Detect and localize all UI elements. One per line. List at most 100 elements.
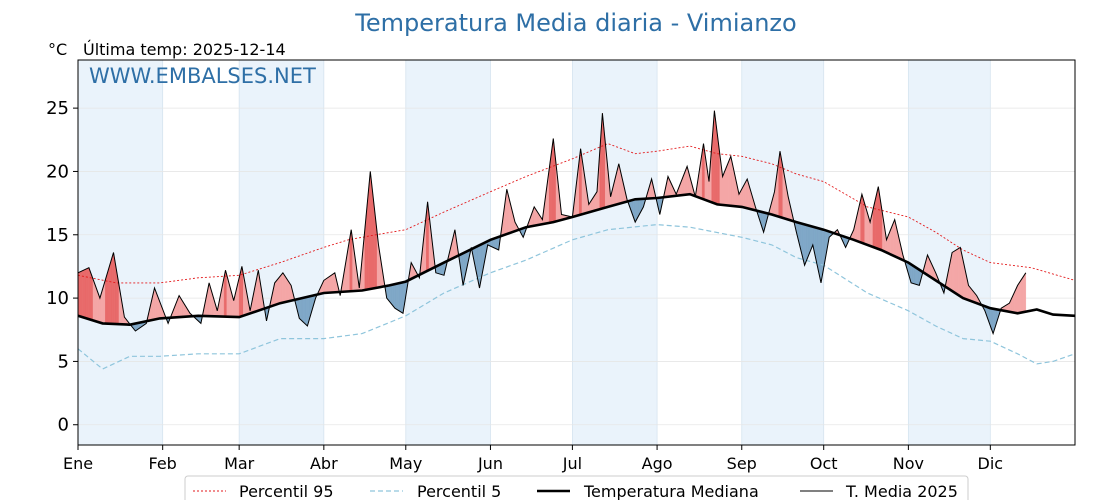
- fill-above-median: [727, 159, 730, 206]
- series-line-percentil-5: [77, 223, 1076, 370]
- fill-above-median: [277, 277, 279, 305]
- fill-above-median: [288, 280, 290, 302]
- fill-above-median: [111, 252, 114, 325]
- fill-above-median: [1024, 272, 1027, 313]
- fill-below-median: [393, 283, 396, 309]
- fill-below-median: [635, 199, 637, 223]
- y-tick-label: 15: [46, 225, 69, 246]
- fill-above-median: [595, 191, 598, 211]
- fill-below-median: [300, 297, 303, 322]
- fill-above-median: [725, 166, 727, 206]
- fill-above-median: [109, 261, 111, 325]
- fill-above-median: [95, 286, 98, 323]
- fill-above-median: [80, 270, 83, 318]
- fill-above-median: [113, 252, 116, 325]
- fill-above-median: [726, 162, 729, 206]
- fill-above-median: [745, 178, 748, 209]
- fill-above-median: [85, 268, 88, 320]
- month-band-sep: [741, 60, 824, 445]
- fill-below-median: [396, 283, 398, 311]
- fill-above-median: [1021, 276, 1024, 313]
- legend: Percentil 95 Percentil 5 Temperatura Med…: [184, 475, 969, 500]
- fill-above-median: [226, 275, 229, 317]
- month-band-jul: [572, 60, 658, 445]
- fill-above-median: [861, 194, 864, 244]
- fill-below-median: [299, 298, 301, 321]
- x-tick-label: Mar: [224, 454, 255, 473]
- fill-above-median: [551, 138, 554, 223]
- fill-above-median: [371, 183, 374, 289]
- fill-above-median: [154, 287, 157, 320]
- fill-below-median: [401, 282, 404, 314]
- fill-below-median: [387, 285, 390, 303]
- fill-above-median: [330, 274, 333, 293]
- fill-above-median: [325, 278, 327, 294]
- fill-above-median: [876, 186, 879, 250]
- fill-below-median: [394, 283, 397, 310]
- fill-above-median: [275, 278, 278, 305]
- fill-above-median: [105, 275, 107, 324]
- fill-above-median: [729, 156, 732, 207]
- x-tick-label: May: [389, 454, 422, 473]
- month-band-mar: [239, 60, 324, 445]
- fill-above-median: [723, 169, 726, 206]
- fill-below-median: [400, 282, 402, 313]
- legend-label-current: T. Media 2025: [845, 482, 958, 500]
- fill-below-median: [804, 224, 807, 266]
- fill-above-median: [370, 171, 372, 290]
- fill-above-median: [92, 279, 95, 322]
- fill-above-median: [240, 266, 243, 317]
- fill-above-median: [286, 278, 289, 302]
- fill-above-median: [714, 110, 717, 205]
- y-tick-label: 10: [46, 288, 69, 309]
- fill-above-median: [891, 222, 894, 256]
- fill-above-median: [279, 273, 282, 304]
- x-tick-label: Dic: [978, 454, 1004, 473]
- fill-above-median: [180, 297, 182, 318]
- fill-above-median: [103, 279, 106, 324]
- fill-above-median: [106, 270, 109, 324]
- fill-below-median: [912, 264, 915, 285]
- x-tick-label: Sep: [727, 454, 757, 473]
- fill-above-median: [955, 248, 958, 295]
- fill-below-median: [910, 264, 913, 284]
- fill-below-median: [917, 268, 920, 286]
- fill-above-median: [1022, 274, 1025, 313]
- fill-above-median: [84, 268, 87, 319]
- fill-above-median: [282, 272, 285, 303]
- fill-above-median: [1017, 282, 1020, 314]
- month-band-ene: [78, 60, 163, 445]
- legend-label-p5: Percentil 5: [417, 482, 501, 500]
- month-band-nov: [908, 60, 991, 445]
- fill-above-median: [285, 276, 288, 303]
- fill-below-median: [301, 297, 304, 323]
- fill-below-median: [808, 225, 811, 256]
- fill-above-median: [323, 279, 326, 294]
- fill-below-median: [391, 284, 394, 308]
- fill-above-median: [79, 271, 81, 317]
- fill-above-median: [953, 250, 956, 294]
- chart-title: Temperatura Media diaria - Vimianzo: [354, 9, 796, 37]
- fill-above-median: [779, 151, 782, 218]
- fill-below-median: [915, 266, 917, 285]
- x-tick-label: Oct: [810, 454, 838, 473]
- x-tick-label: Ene: [63, 454, 93, 473]
- fill-above-median: [284, 274, 286, 303]
- series-lines: [77, 110, 1076, 370]
- fill-above-median: [890, 226, 893, 256]
- fill-above-median: [225, 270, 228, 317]
- fill-above-median: [951, 251, 954, 293]
- fill-above-median: [327, 276, 330, 293]
- fill-above-median: [722, 173, 725, 206]
- fill-above-median: [893, 219, 895, 257]
- x-tick-label: Jun: [477, 454, 503, 473]
- fill-below-median: [303, 297, 305, 324]
- fill-above-median: [107, 266, 110, 324]
- fill-above-median: [1014, 288, 1017, 314]
- fill-above-median: [96, 290, 99, 323]
- fill-above-median: [1020, 278, 1022, 313]
- fill-above-median: [278, 275, 281, 304]
- fill-above-median: [94, 282, 96, 322]
- fill-above-median: [331, 273, 334, 293]
